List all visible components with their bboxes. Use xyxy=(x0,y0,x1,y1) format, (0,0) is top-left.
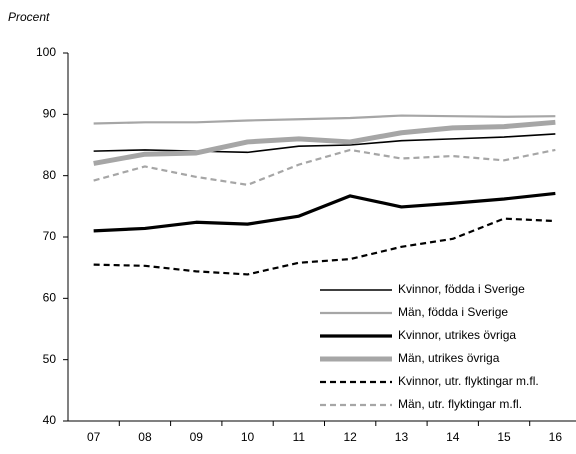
series-line xyxy=(93,133,556,154)
x-tick-label: 09 xyxy=(190,430,204,444)
series-line xyxy=(93,148,556,186)
series-line xyxy=(93,217,556,276)
y-tick-label: 100 xyxy=(36,45,56,59)
y-tick-label: 80 xyxy=(43,168,57,182)
x-tick-label: 07 xyxy=(87,430,101,444)
legend-label: Kvinnor, födda i Sverige xyxy=(398,282,525,296)
legend-label: Män, utr. flyktingar m.fl. xyxy=(398,397,522,411)
y-tick-label: 70 xyxy=(43,229,57,243)
series-line xyxy=(93,191,556,233)
series-line xyxy=(93,114,556,125)
y-axis-label: Procent xyxy=(8,10,50,24)
legend-label: Kvinnor, utrikes övriga xyxy=(398,328,516,342)
legend-label: Män, födda i Sverige xyxy=(398,305,508,319)
x-tick-label: 10 xyxy=(241,430,255,444)
y-tick-label: 90 xyxy=(43,107,57,121)
y-tick-label: 60 xyxy=(43,291,57,305)
legend-label: Män, utrikes övriga xyxy=(398,351,500,365)
x-tick-label: 13 xyxy=(395,430,409,444)
x-tick-label: 15 xyxy=(497,430,511,444)
y-tick-label: 50 xyxy=(43,352,57,366)
x-tick-label: 16 xyxy=(549,430,563,444)
x-tick-label: 12 xyxy=(343,430,357,444)
x-tick-label: 08 xyxy=(138,430,152,444)
legend-label: Kvinnor, utr. flyktingar m.fl. xyxy=(398,374,539,388)
x-tick-label: 14 xyxy=(446,430,460,444)
series-line xyxy=(93,119,556,166)
x-tick-label: 11 xyxy=(293,430,306,444)
y-tick-label: 40 xyxy=(43,413,57,427)
